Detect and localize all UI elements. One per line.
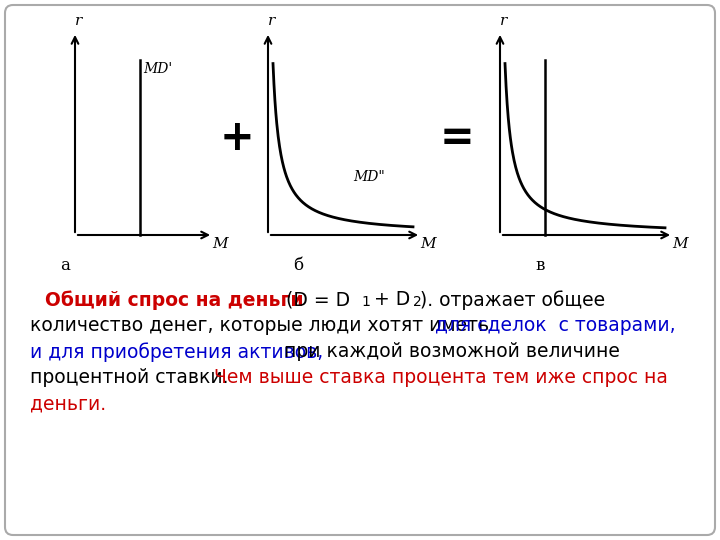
Text: MD": MD" (353, 170, 384, 184)
Text: и для приобретения активов,: и для приобретения активов, (30, 342, 323, 362)
Text: M: M (672, 237, 688, 251)
Text: в: в (535, 257, 545, 274)
Text: процентной ставки.: процентной ставки. (30, 368, 240, 387)
Text: r: r (269, 14, 276, 28)
Text: (D = D: (D = D (280, 290, 351, 309)
Text: r: r (500, 14, 508, 28)
Text: деньги.: деньги. (30, 394, 106, 413)
Text: + D: + D (368, 290, 410, 309)
Text: =: = (439, 117, 474, 159)
Text: для сделок  с товарами,: для сделок с товарами, (435, 316, 675, 335)
Text: +: + (219, 117, 254, 159)
Text: ). отражает общее: ). отражает общее (420, 290, 606, 309)
Text: MD': MD' (143, 62, 172, 76)
Text: r: r (76, 14, 83, 28)
Text: M: M (420, 237, 436, 251)
Text: M: M (212, 237, 228, 251)
Text: 1: 1 (361, 295, 370, 309)
Text: количество денег, которые люди хотят иметь: количество денег, которые люди хотят име… (30, 316, 495, 335)
Text: Чем выше ставка процента тем иже спрос на: Чем выше ставка процента тем иже спрос н… (214, 368, 668, 387)
Text: б: б (293, 257, 303, 274)
Text: 2: 2 (413, 295, 422, 309)
Text: Общий спрос на деньги: Общий спрос на деньги (45, 290, 304, 309)
Text: при каждой возможной величине: при каждой возможной величине (279, 342, 620, 361)
Text: а: а (60, 257, 70, 274)
